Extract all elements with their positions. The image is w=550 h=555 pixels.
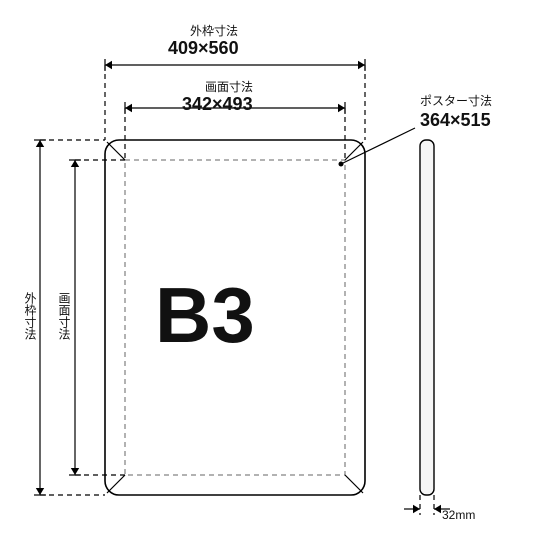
size-code: B3 — [155, 270, 255, 361]
screen-height-label: 画面寸法 — [56, 292, 73, 340]
poster-label: ポスター寸法 — [420, 92, 492, 109]
poster-value: 364×515 — [420, 110, 491, 131]
diagram-svg — [0, 0, 550, 550]
outer-width-value: 409×560 — [168, 38, 239, 59]
outer-height-label: 外枠寸法 — [22, 292, 39, 340]
depth-value: 32mm — [442, 508, 475, 522]
screen-width-label: 画面寸法 — [205, 78, 253, 95]
screen-width-value: 342×493 — [182, 94, 253, 115]
outer-width-label: 外枠寸法 — [190, 22, 238, 39]
dimension-diagram: 外枠寸法 409×560 画面寸法 342×493 ポスター寸法 364×515… — [0, 0, 550, 550]
